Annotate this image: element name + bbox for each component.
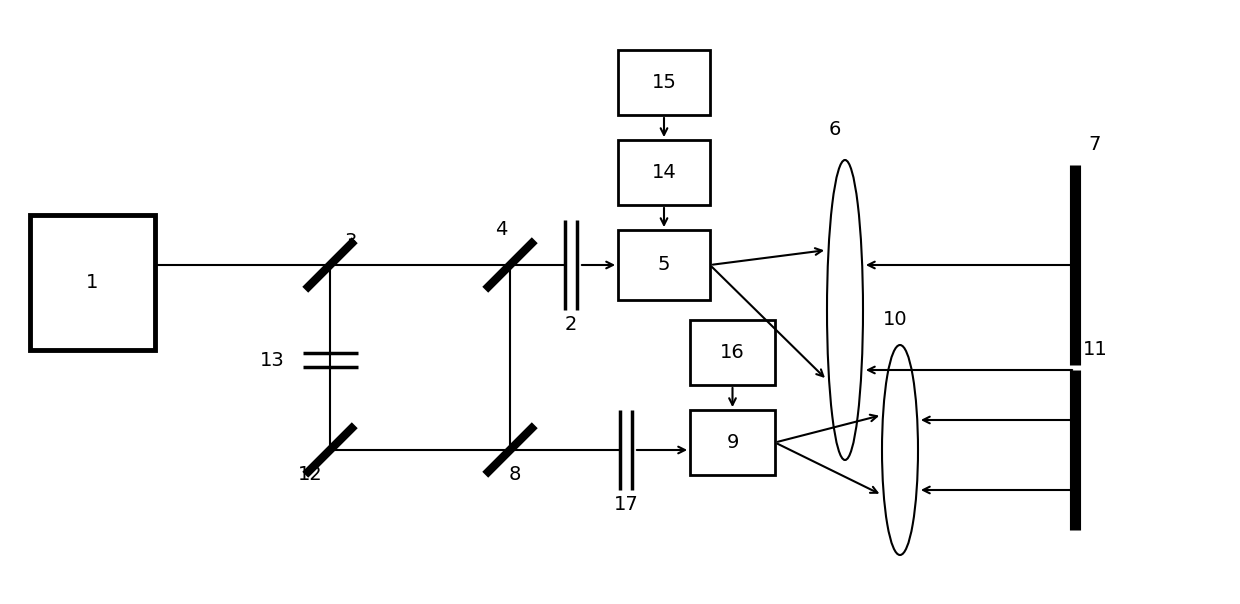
Bar [689, 320, 775, 385]
Text: 15: 15 [651, 73, 677, 92]
Bar [618, 50, 711, 115]
Text: 14: 14 [652, 163, 676, 182]
Ellipse shape [882, 345, 918, 555]
Text: 17: 17 [614, 495, 639, 514]
Bar [618, 140, 711, 205]
Text: 12: 12 [298, 465, 322, 484]
Bar [618, 230, 711, 300]
Text: 16: 16 [720, 343, 745, 362]
Text: 9: 9 [727, 433, 739, 452]
Text: 1: 1 [87, 273, 99, 292]
Text: 11: 11 [1083, 340, 1107, 359]
Text: 10: 10 [883, 310, 908, 329]
Ellipse shape [827, 160, 863, 460]
Text: 5: 5 [657, 255, 671, 274]
Text: 8: 8 [508, 465, 521, 484]
Bar [30, 215, 155, 350]
Text: 3: 3 [345, 232, 357, 251]
Text: 7: 7 [1089, 135, 1101, 154]
Text: 2: 2 [564, 315, 577, 334]
Text: 13: 13 [260, 350, 285, 370]
Text: 6: 6 [828, 120, 841, 139]
Text: 4: 4 [495, 220, 507, 239]
Bar [689, 410, 775, 475]
